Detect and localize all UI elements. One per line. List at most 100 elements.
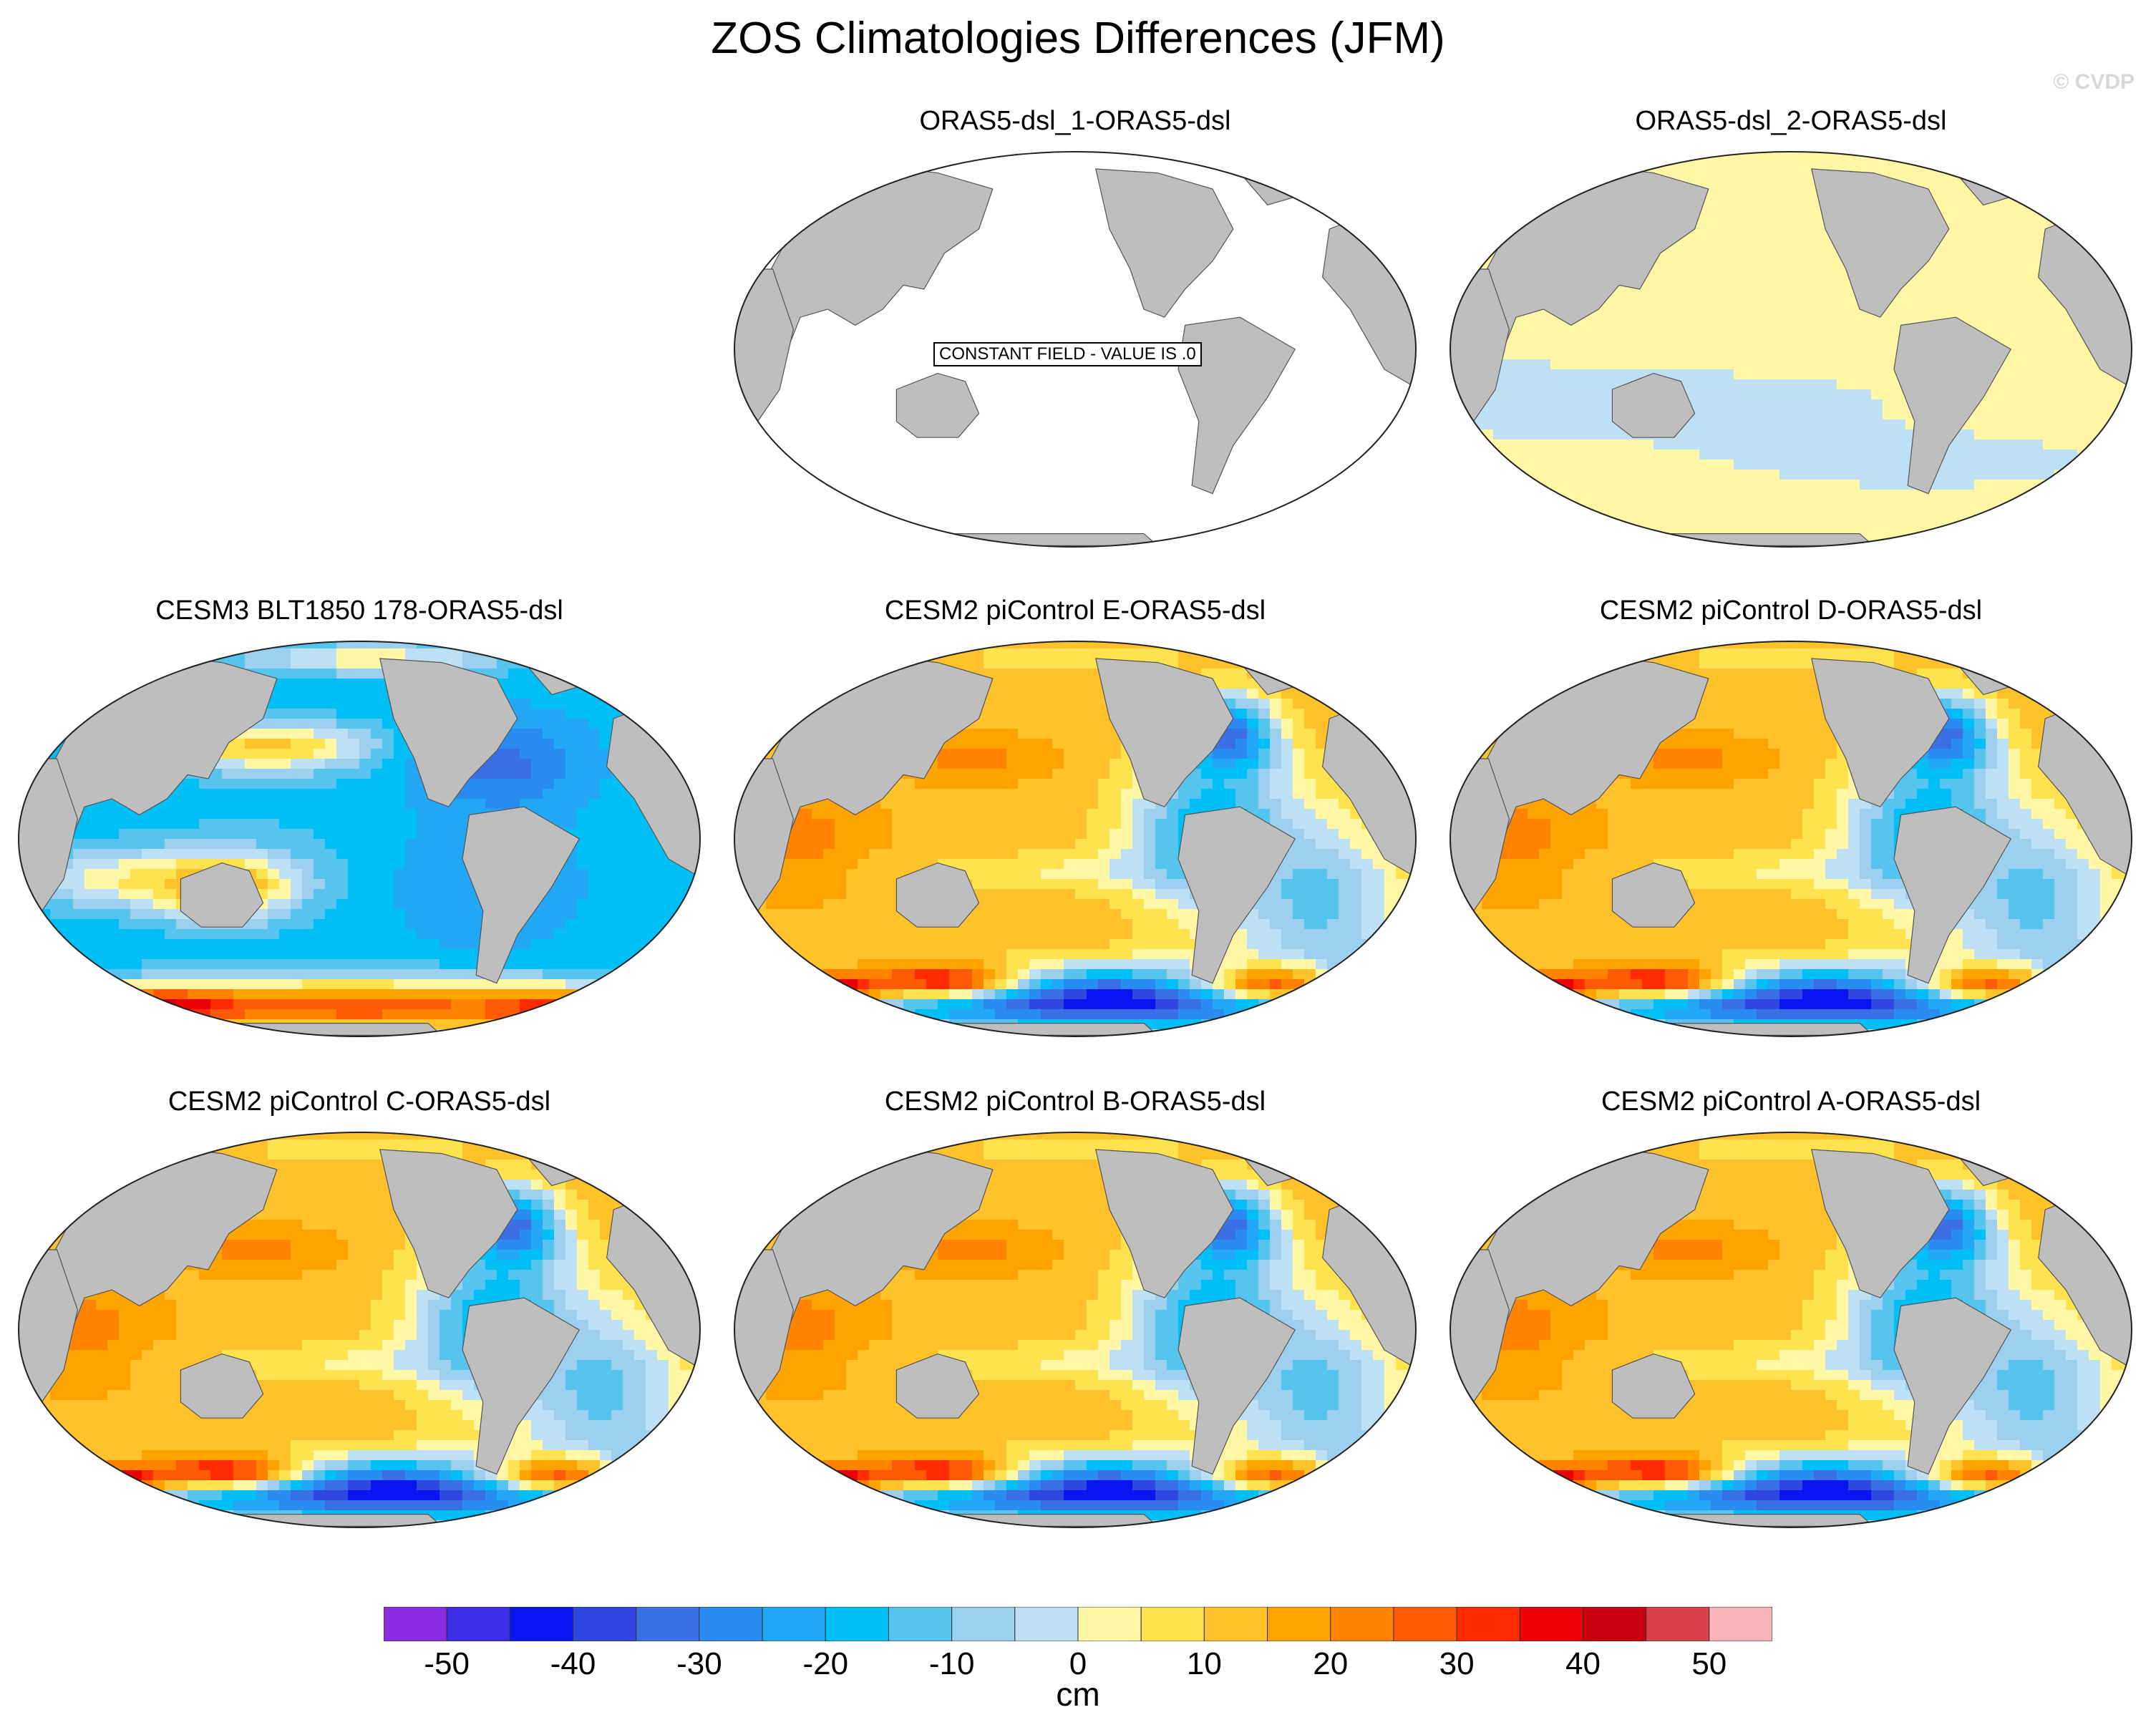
field-cell <box>915 648 927 659</box>
field-cell <box>2031 389 2044 400</box>
field-cell <box>405 869 417 880</box>
field-cell <box>623 699 635 709</box>
field-cell <box>314 641 326 649</box>
field-cell <box>1883 339 1895 350</box>
field-cell <box>153 648 165 659</box>
field-cell <box>1814 490 1826 500</box>
field-cell <box>1304 641 1316 649</box>
field-cell <box>1450 209 1460 220</box>
field-cell <box>1825 460 1837 470</box>
field-cell <box>611 1029 623 1036</box>
field-cell <box>1997 219 2009 230</box>
field-cell <box>554 709 566 719</box>
field-cell <box>1928 490 1941 500</box>
field-cell <box>2009 429 2021 440</box>
field-cell <box>2123 510 2132 520</box>
field-cell <box>1573 510 1586 520</box>
field-cell <box>1951 470 1963 480</box>
field-cell <box>1676 520 1689 530</box>
field-cell <box>1459 460 1471 470</box>
field-cell <box>1745 309 1757 320</box>
field-cell <box>1585 540 1597 547</box>
field-cell <box>1860 490 1872 500</box>
field-cell <box>1997 209 2009 220</box>
field-cell <box>2112 490 2124 500</box>
field-cell <box>1928 179 1941 190</box>
field-cell <box>565 729 578 739</box>
field-cell <box>2077 189 2089 200</box>
field-cell <box>371 979 383 990</box>
field-cell <box>279 849 291 860</box>
field-cell <box>371 749 383 759</box>
field-cell <box>1608 490 1620 500</box>
field-cell <box>961 641 973 649</box>
field-cell <box>734 641 744 649</box>
field-cell <box>1997 419 2009 430</box>
field-cell <box>634 1009 646 1020</box>
field-cell <box>1573 399 1586 410</box>
field-cell <box>1699 439 1711 450</box>
field-cell <box>302 819 314 830</box>
field-cell <box>531 689 543 699</box>
field-cell <box>210 979 223 990</box>
field-cell <box>1802 229 1815 240</box>
field-cell <box>634 859 646 870</box>
field-cell <box>417 849 429 860</box>
field-cell <box>1699 389 1711 400</box>
field-cell <box>2066 159 2078 170</box>
field-cell <box>1974 159 1986 170</box>
field-cell <box>1573 349 1586 360</box>
field-cell <box>1802 349 1815 360</box>
field-cell <box>577 709 589 719</box>
field-cell <box>268 909 280 920</box>
field-cell <box>2066 470 2078 480</box>
field-cell <box>2009 152 2021 160</box>
field-cell <box>1665 480 1677 490</box>
field-cell <box>1608 349 1620 360</box>
field-cell <box>176 659 188 669</box>
field-cell <box>1006 659 1019 669</box>
field-cell <box>73 889 85 900</box>
field-cell <box>1596 530 1608 540</box>
field-cell <box>1688 239 1700 250</box>
field-cell <box>291 899 303 910</box>
field-cell <box>1450 510 1460 520</box>
field-cell <box>1676 259 1689 270</box>
field-cell <box>1963 470 1975 480</box>
field-cell <box>1528 460 1540 470</box>
field-cell <box>1974 152 1986 160</box>
field-cell <box>646 999 658 1010</box>
field-cell <box>474 999 486 1010</box>
field-cell <box>669 959 681 970</box>
field-cell <box>222 1009 234 1020</box>
field-cell <box>451 969 463 980</box>
field-cell <box>1688 490 1700 500</box>
field-cell <box>1619 359 1631 370</box>
field-cell <box>2089 500 2101 510</box>
field-cell <box>2043 490 2055 500</box>
field-cell <box>1779 389 1792 400</box>
field-cell <box>2009 169 2021 180</box>
field-cell <box>1757 399 1769 410</box>
field-cell <box>1699 490 1711 500</box>
field-cell <box>451 648 463 659</box>
field-cell <box>176 1009 188 1020</box>
field-cell <box>428 939 440 950</box>
field-cell <box>210 939 223 950</box>
field-cell <box>359 789 372 800</box>
field-cell <box>1562 369 1574 380</box>
field-cell <box>199 809 211 820</box>
field-cell <box>1768 249 1780 260</box>
field-cell <box>96 919 108 930</box>
field-cell <box>2089 389 2101 400</box>
field-cell <box>279 829 291 840</box>
field-cell <box>268 829 280 840</box>
field-cell <box>565 819 578 830</box>
panel-title: CESM3 BLT1850 178-ORAS5-dsl <box>155 596 563 626</box>
field-cell <box>1825 279 1837 290</box>
field-cell <box>1619 530 1631 540</box>
field-cell <box>73 648 85 659</box>
field-cell <box>1665 349 1677 360</box>
map-3 <box>18 641 701 1037</box>
field-cell <box>1688 449 1700 460</box>
